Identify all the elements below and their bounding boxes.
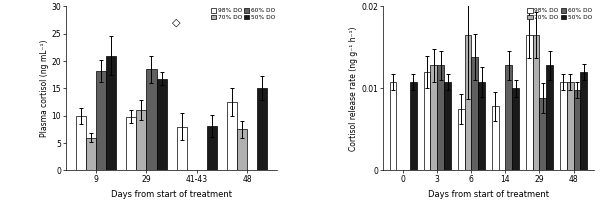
Bar bbox=[567, 82, 574, 170]
Bar bbox=[560, 82, 567, 170]
Bar bbox=[512, 88, 519, 170]
Bar bbox=[227, 102, 237, 170]
Bar bbox=[136, 110, 146, 170]
Bar bbox=[437, 65, 444, 170]
Bar bbox=[526, 35, 533, 170]
X-axis label: Days from start of treatment: Days from start of treatment bbox=[111, 190, 232, 199]
Bar bbox=[444, 82, 451, 170]
Bar bbox=[464, 35, 472, 170]
Bar bbox=[76, 116, 86, 170]
Bar bbox=[157, 79, 167, 170]
Bar bbox=[505, 65, 512, 170]
Bar bbox=[96, 71, 106, 170]
Bar bbox=[547, 65, 553, 170]
Bar bbox=[574, 90, 580, 170]
Bar bbox=[146, 69, 157, 170]
Bar bbox=[430, 65, 437, 170]
Bar bbox=[533, 35, 539, 170]
Bar bbox=[389, 82, 397, 170]
Bar bbox=[492, 106, 499, 170]
Text: ◇: ◇ bbox=[172, 18, 181, 28]
Bar bbox=[424, 72, 430, 170]
Bar bbox=[176, 127, 187, 170]
Bar bbox=[106, 56, 116, 170]
Bar bbox=[458, 109, 464, 170]
Bar bbox=[539, 98, 547, 170]
Bar bbox=[472, 57, 478, 170]
Bar bbox=[237, 130, 247, 170]
Y-axis label: Cortisol release rate (ng g⁻¹ h⁻¹): Cortisol release rate (ng g⁻¹ h⁻¹) bbox=[349, 26, 358, 151]
Bar bbox=[207, 126, 217, 170]
Y-axis label: Plasma cortisol (ng mL⁻¹): Plasma cortisol (ng mL⁻¹) bbox=[40, 40, 49, 137]
X-axis label: Days from start of treatment: Days from start of treatment bbox=[428, 190, 549, 199]
Bar bbox=[86, 138, 96, 170]
Bar bbox=[127, 117, 136, 170]
Bar bbox=[580, 72, 587, 170]
Legend: 98% DO, 70% DO, 60% DO, 50% DO: 98% DO, 70% DO, 60% DO, 50% DO bbox=[209, 7, 277, 21]
Bar bbox=[478, 82, 485, 170]
Bar bbox=[410, 82, 417, 170]
Bar bbox=[257, 88, 267, 170]
Legend: 98% DO, 70% DO, 60% DO, 50% DO: 98% DO, 70% DO, 60% DO, 50% DO bbox=[526, 7, 593, 21]
